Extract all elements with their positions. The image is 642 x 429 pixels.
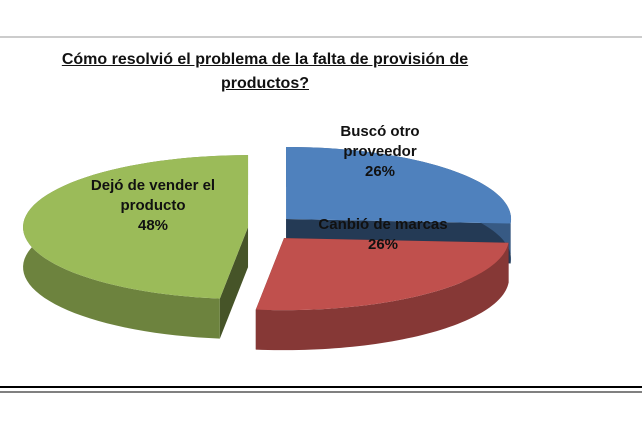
slice-side — [255, 242, 509, 351]
category-label: Canbió de marcas — [318, 216, 448, 233]
slice — [286, 146, 512, 224]
chart-title: Cómo resolvió el problema de la falta de… — [61, 51, 469, 92]
value-label: 26% — [364, 163, 396, 180]
slice-group — [255, 238, 509, 351]
pie — [23, 146, 512, 351]
value-label: 48% — [137, 217, 169, 234]
slice — [23, 155, 249, 299]
slice-group — [23, 155, 249, 339]
data-label: Dejó de vender el producto 48% — [88, 176, 218, 236]
category-label: Dejó de vender el producto — [90, 177, 216, 214]
slice-wall — [219, 227, 249, 339]
data-label: Buscó otro proveedor 26% — [315, 122, 445, 182]
data-label: Canbió de marcas 26% — [318, 215, 448, 255]
value-label: 26% — [367, 236, 399, 253]
slice — [255, 238, 509, 311]
category-label: Buscó otro proveedor — [340, 123, 420, 160]
